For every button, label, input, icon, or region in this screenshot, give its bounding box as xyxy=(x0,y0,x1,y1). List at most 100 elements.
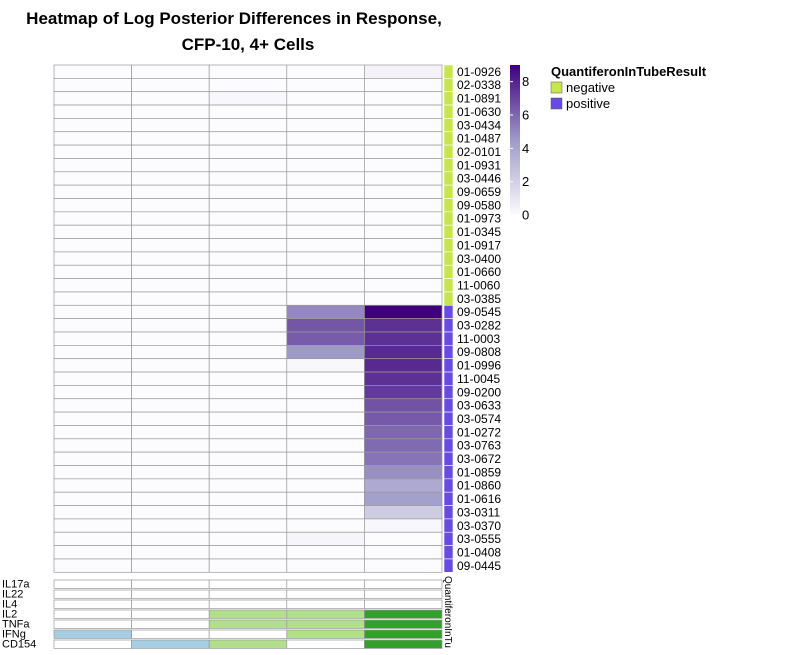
heatmap-cell xyxy=(208,238,288,253)
heatmap-cell xyxy=(286,291,365,306)
function-label: CD154 xyxy=(2,638,36,650)
annotation-cell xyxy=(443,131,454,146)
function-cell xyxy=(286,579,365,589)
heatmap-cell xyxy=(208,531,288,546)
heatmap-cell xyxy=(131,184,210,199)
row-label: 03-0434 xyxy=(457,118,501,132)
colorbar xyxy=(510,65,520,215)
heatmap-cell xyxy=(131,158,210,173)
row-label: 03-0446 xyxy=(457,172,501,186)
row-label: 11-0003 xyxy=(457,332,500,346)
heatmap-cell xyxy=(131,518,210,533)
function-cell xyxy=(131,609,210,619)
annotation-cell xyxy=(443,104,454,119)
heatmap-cell xyxy=(208,264,288,279)
row-label: 03-0555 xyxy=(457,532,501,546)
function-cell xyxy=(208,589,288,599)
heatmap-cell xyxy=(131,131,210,146)
row-label: 03-0574 xyxy=(457,412,501,426)
row-label: 11-0045 xyxy=(457,372,500,386)
row-label: 01-0917 xyxy=(457,238,501,252)
function-cell xyxy=(131,629,210,639)
colorbar-ticks: 0 2 4 6 8 xyxy=(510,74,529,223)
heatmap-cell xyxy=(364,545,443,560)
heatmap-cell xyxy=(364,118,443,133)
heatmap-cell xyxy=(286,491,365,506)
heatmap-cell xyxy=(53,358,132,373)
heatmap-cell xyxy=(364,491,443,506)
row-label: 03-0763 xyxy=(457,439,501,453)
row-label: 01-0660 xyxy=(457,265,501,279)
heatmap-cell xyxy=(286,545,365,560)
heatmap-cell xyxy=(208,104,288,119)
row-label: 01-0996 xyxy=(457,359,501,373)
row-label: 09-0200 xyxy=(457,385,501,399)
function-cell xyxy=(53,599,132,609)
function-cell xyxy=(131,619,210,629)
heatmap-cell xyxy=(131,304,210,319)
heatmap-cell xyxy=(131,318,210,333)
heatmap-cell xyxy=(286,211,365,226)
function-label: IL17a xyxy=(2,578,30,590)
heatmap-cell xyxy=(131,264,210,279)
heatmap-cell xyxy=(208,385,288,400)
annotation-cell xyxy=(443,224,454,239)
function-cell xyxy=(53,609,132,619)
function-cell xyxy=(286,619,365,629)
heatmap-cell xyxy=(131,531,210,546)
row-label: 03-0282 xyxy=(457,319,501,333)
heatmap-cell xyxy=(364,91,443,106)
row-label: 02-0101 xyxy=(457,145,501,159)
heatmap-cell xyxy=(364,224,443,239)
row-label: 01-0408 xyxy=(457,545,501,559)
heatmap-cell xyxy=(286,198,365,213)
heatmap-cell xyxy=(53,91,132,106)
row-label: 02-0338 xyxy=(457,78,501,92)
heatmap-cell xyxy=(53,144,132,159)
heatmap-cell xyxy=(208,438,288,453)
colorbar-tick-label: 8 xyxy=(522,74,529,89)
heatmap-cell xyxy=(53,291,132,306)
function-cell xyxy=(53,589,132,599)
heatmap-cell xyxy=(131,371,210,386)
heatmap-cell xyxy=(208,158,288,173)
heatmap-cell xyxy=(53,465,132,480)
heatmap-cell xyxy=(364,77,443,93)
heatmap-cell xyxy=(208,77,288,93)
chart-title-line1: Heatmap of Log Posterior Differences in … xyxy=(26,9,442,28)
heatmap-cell xyxy=(364,438,443,453)
heatmap-cell xyxy=(208,251,288,266)
heatmap-cell xyxy=(131,345,210,360)
heatmap-cell xyxy=(364,158,443,173)
heatmap-cell xyxy=(131,558,210,573)
heatmap-cell xyxy=(53,238,132,253)
heatmap-cell xyxy=(53,64,132,79)
annotation-cell xyxy=(443,558,454,573)
function-cell xyxy=(208,599,288,609)
heatmap-cell xyxy=(364,531,443,546)
function-label: TNFa xyxy=(2,618,30,630)
annotation-cell xyxy=(443,238,454,253)
row-label: 03-0385 xyxy=(457,292,501,306)
heatmap-cell xyxy=(53,345,132,360)
heatmap-cell xyxy=(286,91,365,106)
heatmap-cell xyxy=(53,77,132,93)
annotation-cell xyxy=(443,184,454,199)
heatmap-cell xyxy=(286,118,365,133)
function-label: IFNg xyxy=(2,628,26,640)
heatmap-cell xyxy=(53,211,132,226)
row-label: 01-0926 xyxy=(457,65,501,79)
heatmap-cell xyxy=(208,171,288,186)
annotation-cell xyxy=(443,411,454,426)
heatmap-cell xyxy=(208,545,288,560)
row-label: 11-0060 xyxy=(457,278,500,292)
heatmap-cell xyxy=(53,518,132,533)
heatmap-cell xyxy=(364,478,443,493)
annotation-cell xyxy=(443,291,454,306)
heatmap-cell xyxy=(286,184,365,199)
heatmap-cell xyxy=(53,558,132,573)
heatmap-cell xyxy=(208,278,288,293)
chart-title-line2: CFP-10, 4+ Cells xyxy=(182,35,315,54)
function-cell xyxy=(208,619,288,629)
row-label: 01-0859 xyxy=(457,465,501,479)
